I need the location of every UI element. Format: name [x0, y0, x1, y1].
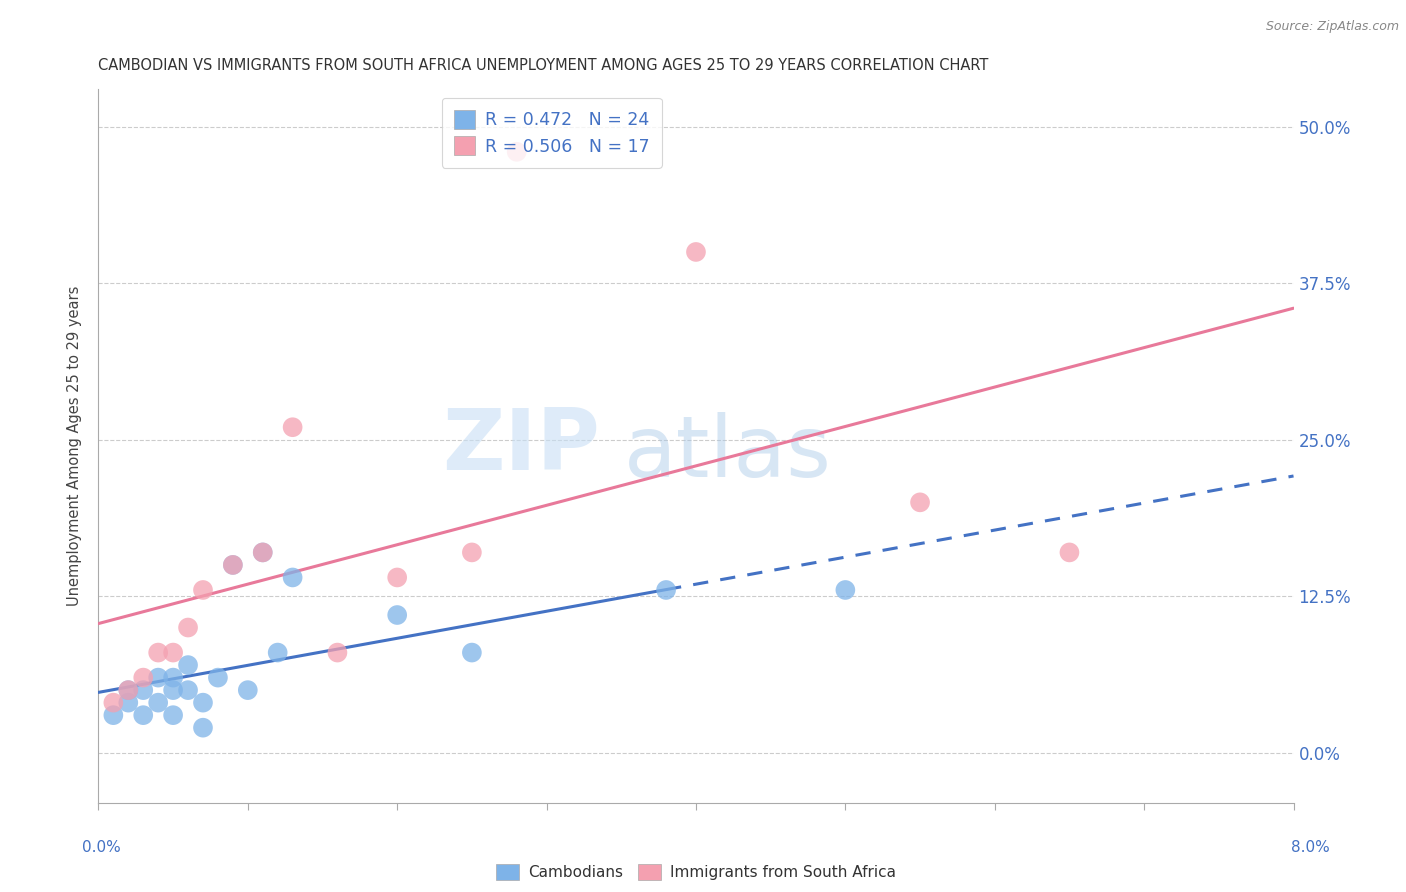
Point [222, 558, 245, 572]
Text: ZIP: ZIP [443, 404, 600, 488]
Point [385, 607, 409, 622]
Point [908, 495, 931, 509]
Point [834, 582, 856, 597]
Point [252, 545, 274, 559]
Point [267, 646, 290, 660]
Point [162, 683, 184, 698]
Point [191, 696, 214, 710]
Point [117, 696, 139, 710]
Point [236, 683, 259, 698]
Point [461, 646, 484, 660]
Point [148, 671, 170, 685]
Point [103, 708, 125, 723]
Point [103, 696, 125, 710]
Y-axis label: Unemployment Among Ages 25 to 29 years: Unemployment Among Ages 25 to 29 years [67, 285, 83, 607]
Point [685, 244, 707, 259]
Point [222, 558, 245, 572]
Point [191, 582, 214, 597]
Text: 0.0%: 0.0% [82, 840, 121, 855]
Point [148, 696, 170, 710]
Point [191, 721, 214, 735]
Point [177, 621, 200, 635]
Point [326, 646, 349, 660]
Point [655, 582, 678, 597]
Legend: Cambodians, Immigrants from South Africa: Cambodians, Immigrants from South Africa [488, 856, 904, 888]
Point [132, 671, 155, 685]
Point [281, 420, 304, 434]
Text: Source: ZipAtlas.com: Source: ZipAtlas.com [1265, 20, 1399, 33]
Point [162, 708, 184, 723]
Point [385, 570, 409, 584]
Point [132, 708, 155, 723]
Point [461, 545, 484, 559]
Point [281, 570, 304, 584]
Point [132, 683, 155, 698]
Text: CAMBODIAN VS IMMIGRANTS FROM SOUTH AFRICA UNEMPLOYMENT AMONG AGES 25 TO 29 YEARS: CAMBODIAN VS IMMIGRANTS FROM SOUTH AFRIC… [98, 58, 988, 73]
Text: atlas: atlas [624, 411, 832, 495]
Point [148, 646, 170, 660]
Point [117, 683, 139, 698]
Point [177, 658, 200, 673]
Point [1059, 545, 1081, 559]
Point [162, 646, 184, 660]
Text: 8.0%: 8.0% [1291, 840, 1330, 855]
Point [252, 545, 274, 559]
Point [177, 683, 200, 698]
Point [207, 671, 229, 685]
Point [162, 671, 184, 685]
Point [506, 145, 529, 159]
Point [117, 683, 139, 698]
